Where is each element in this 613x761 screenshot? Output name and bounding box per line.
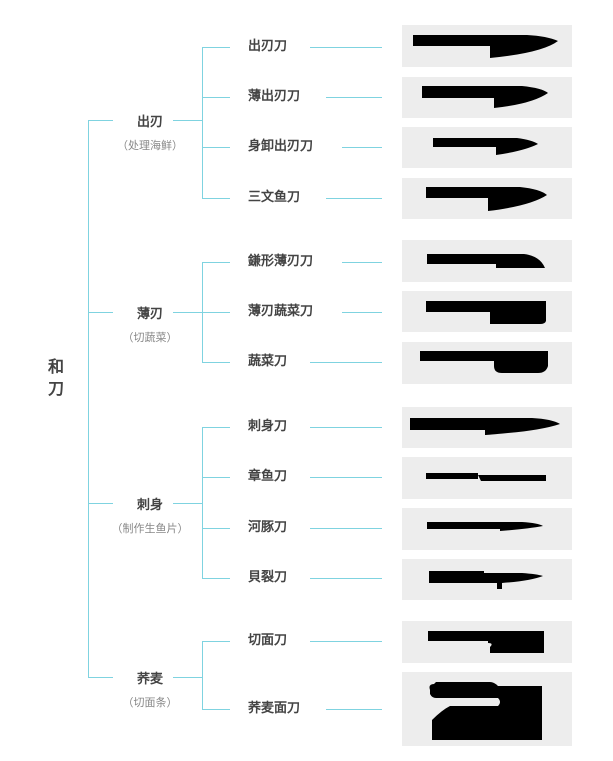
category-connector-line [173,120,202,121]
knife-image [402,127,572,168]
leaf-pointer-line [310,427,382,428]
knife-silhouette [427,522,543,531]
leaf-pointer-line [310,47,382,48]
knife-name-label: 河豚刀 [248,520,288,535]
knife-image [402,291,572,332]
knife-name-label: 身卸出刃刀 [248,139,314,154]
category-subtitle: （切面条） [122,696,178,709]
category-branch-line [88,120,113,121]
leaf-pointer-line [310,362,382,363]
knife-silhouette [422,86,548,108]
leaf-pointer-line [342,147,382,148]
kaisaki-knife-icon [429,571,543,589]
leaf-pointer-line [310,641,382,642]
knife-name-label: 刺身刀 [248,419,288,434]
category-connector-line [173,503,202,504]
knife-image [402,621,572,663]
deba-knife-icon [413,35,558,58]
leaf-pointer-line [326,709,382,710]
takohiki-knife-icon [426,473,546,481]
leaf-pointer-line [342,312,382,313]
knife-silhouette [420,351,548,373]
leaf-branch-line [202,362,230,363]
knife-silhouette [427,254,545,268]
menkiri-knife-icon [428,631,544,653]
knife-name-label: 蔬菜刀 [248,354,288,369]
knife-silhouette [426,301,546,324]
kamagata-usuba-knife-icon [427,254,545,268]
knife-image [402,457,572,499]
leaf-branch-line [202,97,230,98]
knife-image [402,25,572,67]
category-label: 薄刃 [136,307,163,322]
knife-image [402,407,572,448]
leaf-branch-line [202,198,230,199]
knife-silhouette [426,473,546,481]
root-label: 和刀 [47,357,64,398]
category-subtitle: （切蔬菜） [122,331,178,344]
leaf-branch-line [202,312,230,313]
leaf-pointer-line [310,578,382,579]
knife-image [402,342,572,384]
knife-image [402,559,572,600]
leaf-branch-line [202,477,230,478]
leaf-pointer-line [342,262,382,263]
knife-name-label: 鎌形薄刃刀 [248,254,314,269]
leaf-pointer-line [326,198,382,199]
leaf-pointer-line [310,528,382,529]
leaf-branch-line [202,147,230,148]
subcategory-vertical-line [202,427,203,579]
knife-name-label: 貝裂刀 [248,570,288,585]
leaf-branch-line [202,427,230,428]
knife-name-label: 章鱼刀 [248,469,288,484]
leaf-branch-line [202,578,230,579]
usuba-knife-icon [426,301,546,324]
leaf-pointer-line [310,477,382,478]
knife-silhouette [433,138,538,155]
leaf-branch-line [202,709,230,710]
leaf-pointer-line [326,97,382,98]
knife-silhouette [428,631,544,653]
knife-silhouette [429,682,542,740]
category-label: 出刃 [136,115,163,130]
knife-name-label: 荞麦面刀 [248,701,301,716]
subcategory-vertical-line [202,641,203,710]
knife-image [402,178,572,219]
knife-name-label: 薄刃蔬菜刀 [248,304,314,319]
category-connector-line [173,312,202,313]
knife-image [402,240,572,282]
soba-knife-icon [429,682,542,740]
knife-image [402,508,572,550]
category-subtitle: （制作生鱼片） [111,522,189,535]
category-label: 荞麦 [136,672,163,687]
knife-name-label: 切面刀 [248,633,288,648]
category-connector-line [173,677,202,678]
knife-image [402,672,572,746]
category-label: 刺身 [136,498,163,513]
knife-silhouette [413,35,558,58]
knife-silhouette [426,187,547,211]
leaf-branch-line [202,262,230,263]
mioroshi-deba-knife-icon [433,138,538,155]
leaf-branch-line [202,641,230,642]
vegetable-knife-icon [420,351,548,373]
category-branch-line [88,312,113,313]
knife-name-label: 出刃刀 [248,39,288,54]
knife-name-label: 薄出刃刀 [248,89,301,104]
usu-deba-knife-icon [422,86,548,108]
leaf-branch-line [202,528,230,529]
category-subtitle: （处理海鲜） [117,139,183,152]
subcategory-vertical-line [202,47,203,199]
root-trunk-line [88,120,89,678]
fugu-knife-icon [427,522,543,531]
knife-image [402,77,572,118]
knife-silhouette [410,418,560,435]
salmon-knife-icon [426,187,547,211]
sashimi-knife-icon [410,418,560,435]
category-branch-line [88,503,113,504]
knife-name-label: 三文鱼刀 [248,190,301,205]
leaf-branch-line [202,47,230,48]
knife-silhouette [429,571,543,589]
category-branch-line [88,677,113,678]
